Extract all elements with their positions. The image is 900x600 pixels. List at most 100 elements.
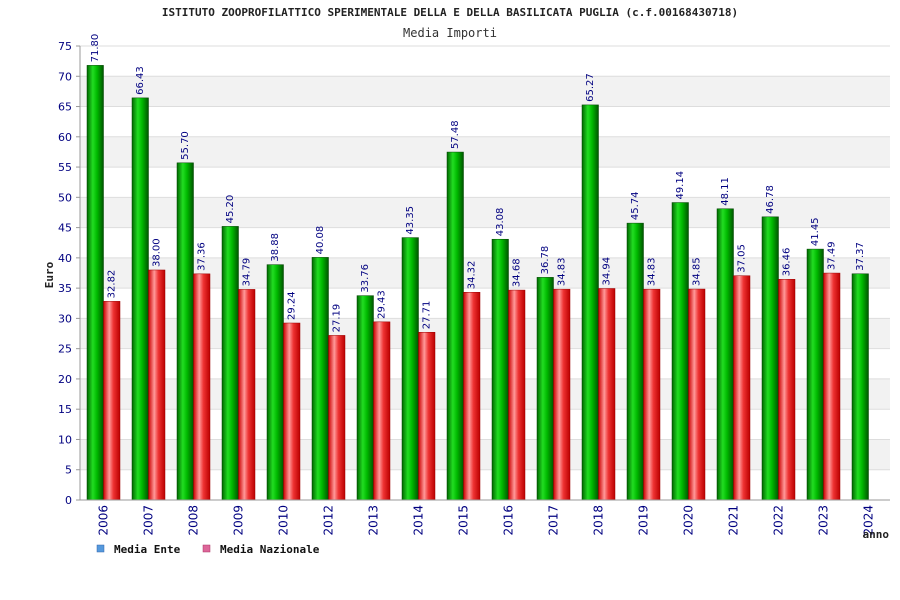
bar-media-ente	[626, 222, 644, 501]
x-tick-label: 2020	[682, 505, 696, 536]
bar-media-ente	[491, 238, 509, 501]
y-tick-label: 50	[58, 191, 72, 204]
value-label: 27.19	[332, 304, 343, 333]
y-tick-label: 15	[58, 403, 72, 416]
value-label: 66.43	[135, 66, 146, 95]
value-label: 49.14	[675, 171, 686, 200]
grid-bands	[80, 76, 890, 470]
value-label: 37.49	[827, 241, 838, 270]
y-tick-label: 70	[58, 70, 72, 83]
value-label: 57.48	[450, 120, 461, 149]
y-tick-label: 35	[58, 282, 72, 295]
x-tick-label: 2010	[277, 505, 291, 536]
grid-band	[80, 197, 890, 228]
value-label: 36.78	[540, 246, 551, 275]
bar-media-nazionale	[688, 288, 706, 501]
bar-media-ente	[806, 248, 824, 501]
y-tick-label: 65	[58, 101, 72, 114]
chart-title: ISTITUTO ZOOPROFILATTICO SPERIMENTALE DE…	[162, 6, 738, 19]
value-label: 37.05	[737, 244, 748, 273]
value-label: 34.85	[692, 257, 703, 286]
value-label: 33.76	[360, 264, 371, 293]
x-tick-label: 2014	[412, 505, 426, 536]
value-label: 36.46	[782, 248, 793, 277]
value-label: 29.24	[287, 291, 298, 320]
value-label: 34.32	[467, 261, 478, 290]
value-label: 45.74	[630, 191, 641, 220]
x-tick-label: 2017	[547, 505, 561, 536]
bar-media-ente	[761, 216, 779, 501]
value-label: 48.11	[720, 177, 731, 206]
bar-media-nazionale	[778, 279, 796, 501]
bar-media-nazionale	[823, 272, 841, 501]
x-tick-label: 2007	[142, 505, 156, 536]
y-tick-label: 20	[58, 373, 72, 386]
y-axis-label: Euro	[43, 261, 56, 288]
value-label: 34.83	[557, 258, 568, 287]
value-label: 34.94	[602, 257, 613, 286]
value-label: 55.70	[180, 131, 191, 160]
value-labels: 71.80 32.82 66.43 38.00 55.70 37.36 45.20 34.79…	[90, 34, 866, 333]
bar-media-ente	[311, 257, 329, 501]
bar-media-nazionale	[283, 322, 301, 501]
bar-media-nazionale	[238, 289, 256, 501]
bar-media-nazionale	[193, 273, 211, 501]
bar-media-nazionale	[463, 291, 481, 501]
x-tick-label: 2013	[367, 505, 381, 536]
bar-media-ente	[536, 277, 554, 501]
x-tick-label: 2019	[637, 505, 651, 536]
x-tick-label: 2018	[592, 505, 606, 536]
x-axis-ticks: 2006 2007 2008 2009 2010 2012 2013 2014 2015 2016…	[97, 505, 876, 536]
legend-swatch-media-ente	[96, 544, 105, 553]
value-label: 38.00	[152, 238, 163, 267]
legend-swatch-media-nazionale	[202, 544, 211, 553]
grid-band	[80, 76, 890, 107]
bar-media-ente	[851, 273, 869, 501]
value-label: 27.71	[422, 301, 433, 330]
x-tick-label: 2023	[817, 505, 831, 536]
value-label: 71.80	[90, 34, 101, 63]
bar-media-nazionale	[328, 335, 346, 501]
x-tick-label: 2022	[772, 505, 786, 536]
bar-media-ente	[446, 151, 464, 501]
bar-media-ente	[671, 202, 689, 501]
value-label: 37.37	[855, 242, 866, 271]
x-tick-label: 2009	[232, 505, 246, 536]
x-tick-label: 2021	[727, 505, 741, 536]
y-tick-label: 5	[65, 464, 72, 477]
bar-media-nazionale	[373, 321, 391, 501]
bar-media-ente	[221, 226, 239, 501]
value-label: 38.88	[270, 233, 281, 262]
value-label: 34.83	[647, 258, 658, 287]
value-label: 46.78	[765, 185, 776, 214]
bar-media-nazionale	[598, 288, 616, 501]
x-tick-label: 2024	[862, 505, 876, 536]
value-label: 29.43	[377, 290, 388, 319]
x-tick-label: 2015	[457, 505, 471, 536]
y-tick-label: 55	[58, 161, 72, 174]
y-tick-label: 40	[58, 252, 72, 265]
y-tick-label: 30	[58, 312, 72, 325]
value-label: 40.08	[315, 226, 326, 255]
bar-media-ente	[266, 264, 284, 501]
bar-media-ente	[716, 208, 734, 501]
bar-media-nazionale	[553, 288, 571, 501]
y-axis-ticks: 0 5 10 15 20 25 30 35 40 45 50 55 60 65 70 75	[58, 40, 80, 507]
bar-media-ente	[581, 104, 599, 501]
value-label: 37.36	[197, 242, 208, 271]
y-tick-label: 25	[58, 343, 72, 356]
value-label: 32.82	[107, 270, 118, 299]
grid-band	[80, 439, 890, 470]
y-tick-label: 60	[58, 131, 72, 144]
y-tick-label: 75	[58, 40, 72, 53]
value-label: 65.27	[585, 73, 596, 102]
value-label: 43.08	[495, 208, 506, 237]
x-tick-label: 2006	[97, 505, 111, 536]
legend-label-media-ente: Media Ente	[114, 543, 181, 556]
x-tick-label: 2016	[502, 505, 516, 536]
bar-media-nazionale	[643, 288, 661, 501]
bar-media-ente	[86, 65, 104, 501]
value-label: 41.45	[810, 217, 821, 246]
bar-media-ente	[176, 162, 194, 501]
